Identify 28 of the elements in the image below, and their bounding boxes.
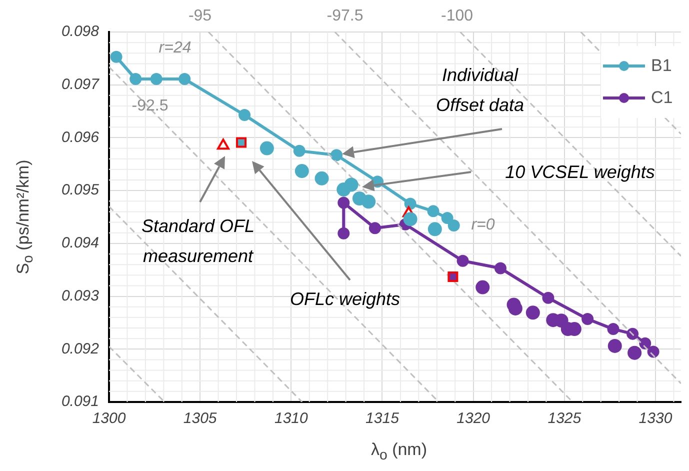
text: -95 <box>188 7 212 24</box>
x-tick-label: 1325 <box>548 410 582 428</box>
legend-label: B1 <box>651 56 672 76</box>
x-tick-label: 1320 <box>456 410 491 428</box>
y-tick-label: 0.092 <box>61 340 100 358</box>
x-axis-title: λ$_{o}$ (nm) <box>370 440 428 464</box>
x-tick-label: 1330 <box>638 410 673 428</box>
y-tick-label: 0.096 <box>61 128 100 146</box>
y-tick-label: 0.097 <box>61 76 100 94</box>
x-tick-label: 1310 <box>274 410 309 428</box>
text: -100 <box>440 7 474 24</box>
annotation: -92.5 <box>132 97 168 114</box>
annotation: Standard OFL measurement <box>141 216 255 266</box>
x-tick-label: 1315 <box>366 410 400 428</box>
x-tick-label: 1300 <box>92 410 126 428</box>
legend-label: C1 <box>651 88 673 108</box>
y-tick-label: 0.094 <box>61 234 99 252</box>
annotation: r=0 <box>471 216 495 234</box>
y-tick-label: 0.091 <box>61 393 99 410</box>
annotation: Individual Offset data <box>436 65 524 115</box>
x-tick-label: 1305 <box>183 410 218 428</box>
y-tick-label: 0.098 <box>61 23 100 40</box>
y-tick-label: 0.095 <box>61 182 100 199</box>
y-tick-label: 0.093 <box>61 287 100 304</box>
annotation: r=24 <box>158 39 192 56</box>
text: -97.5 <box>326 7 364 24</box>
annotation: OFLc weights <box>290 289 400 309</box>
annotation: 10 VCSEL weights <box>505 162 655 182</box>
